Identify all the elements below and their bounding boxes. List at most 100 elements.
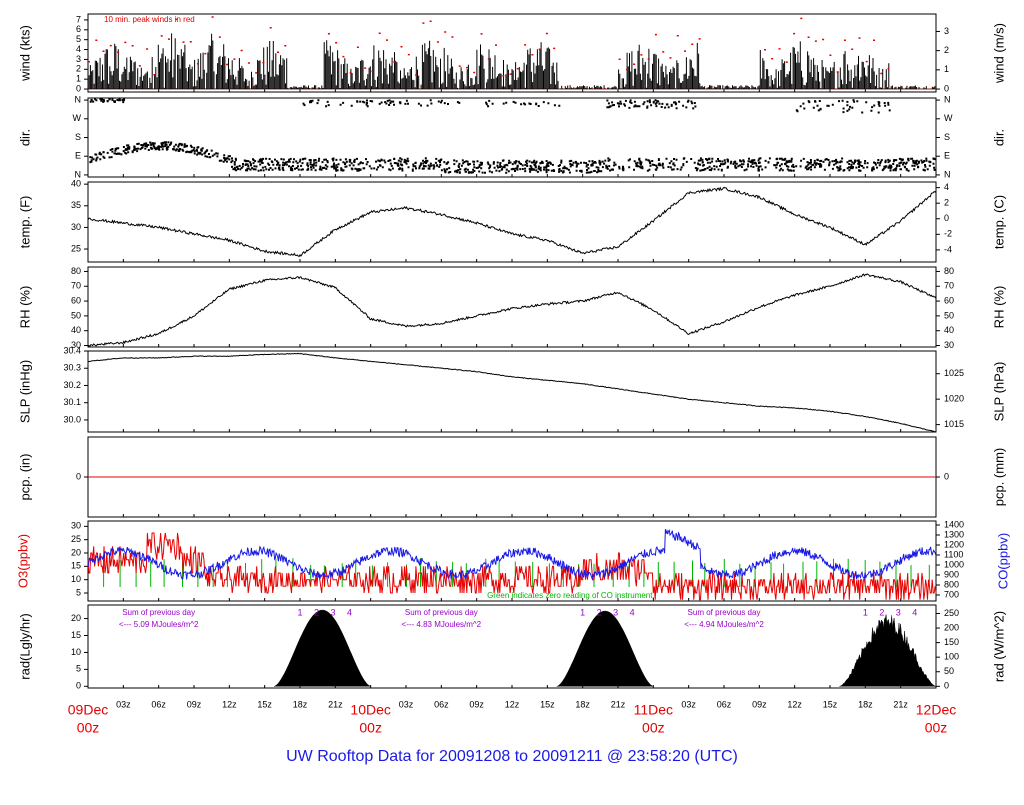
radiation-sum-value: <--- 4.94 MJoules/m^2	[684, 620, 764, 629]
rh-left-axis-label: RH (%)	[17, 286, 32, 329]
left-y-tick-label: E	[75, 151, 81, 161]
rh-right-axis-label: RH (%)	[991, 286, 1006, 329]
radiation-sum-label: Sum of previous day	[122, 608, 195, 617]
right-y-tick-label: N	[944, 94, 951, 104]
rad-left-axis-label: rad(Lgly/hr)	[17, 613, 32, 679]
left-y-tick-label: 25	[71, 243, 81, 253]
right-y-tick-label: 1000	[944, 559, 964, 569]
wind-right-axis-label: wind (m/s)	[991, 23, 1006, 84]
right-y-tick-label: 2	[944, 45, 949, 55]
dir-right-axis-label: dir.	[991, 129, 1006, 146]
right-y-tick-label: 1100	[944, 549, 963, 559]
right-y-tick-label: 50	[944, 310, 954, 320]
temp-series	[87, 186, 937, 258]
rad-panel-frame	[87, 604, 937, 689]
radiation-hour-marker: 1	[863, 607, 868, 617]
right-y-tick-label: 250	[944, 608, 959, 618]
x-hour-tick-label: 21z	[611, 699, 626, 709]
right-y-tick-label: W	[944, 113, 953, 123]
x-hour-tick-label: 03z	[681, 699, 696, 709]
radiation-day-1	[274, 609, 371, 687]
x-day-label: 11Dec	[634, 702, 673, 718]
radiation-hour-marker: 3	[896, 607, 901, 617]
right-y-tick-label: 100	[944, 652, 959, 662]
left-y-tick-label: 0	[76, 83, 81, 93]
radiation-hour-marker: 1	[580, 607, 585, 617]
slp-left-axis-label: SLP (inHg)	[17, 360, 32, 423]
right-y-tick-label: 80	[944, 266, 954, 276]
left-y-tick-label: 30	[71, 521, 81, 531]
left-y-tick-label: 30.4	[63, 345, 81, 355]
slp-series	[87, 352, 936, 433]
left-y-tick-label: 5	[76, 34, 81, 44]
o3co-panel-frame	[87, 520, 937, 602]
rad-right-axis-label: rad (W/m^2)	[991, 611, 1006, 682]
left-y-tick-label: W	[73, 113, 82, 123]
left-y-tick-label: 0	[76, 681, 81, 691]
radiation-hour-marker: 2	[879, 607, 884, 617]
right-y-tick-label: N	[944, 169, 951, 179]
right-y-tick-label: 700	[944, 589, 959, 599]
left-y-tick-label: 10	[71, 647, 81, 657]
radiation-hour-marker: 4	[630, 607, 635, 617]
slp-right-axis-label: SLP (hPa)	[991, 362, 1006, 422]
radiation-day-2	[556, 610, 654, 687]
x-hour-tick-label: 06z	[717, 699, 732, 709]
right-y-tick-label: 150	[944, 637, 959, 647]
x-day-hour-label: 00z	[925, 720, 948, 736]
left-y-tick-label: 60	[71, 295, 81, 305]
right-y-tick-label: S	[944, 132, 950, 142]
radiation-hour-marker: 4	[912, 607, 917, 617]
figure-title: UW Rooftop Data for 20091208 to 20091211…	[286, 748, 738, 765]
right-y-tick-label: 40	[944, 325, 954, 335]
right-y-tick-label: 4	[944, 182, 949, 192]
left-y-tick-label: 7	[76, 14, 81, 24]
left-y-tick-label: N	[75, 94, 82, 104]
radiation-hour-marker: 2	[597, 607, 602, 617]
radiation-day-3	[839, 614, 937, 687]
left-y-tick-label: 30.2	[63, 380, 81, 390]
right-y-tick-label: 800	[944, 579, 959, 589]
x-hour-tick-label: 06z	[434, 699, 449, 709]
right-y-tick-label: 1300	[944, 529, 964, 539]
x-hour-tick-label: 09z	[187, 699, 202, 709]
o3-axis-label: O3(ppbv)	[15, 534, 30, 588]
left-y-tick-label: 3	[76, 54, 81, 64]
x-hour-tick-label: 18z	[293, 699, 308, 709]
left-y-tick-label: 2	[76, 64, 81, 74]
right-y-tick-label: 1015	[944, 419, 964, 429]
right-y-tick-label: 1400	[944, 519, 964, 529]
radiation-hour-marker: 4	[347, 607, 352, 617]
wind-left-axis-label: wind (kts)	[17, 25, 32, 82]
left-y-tick-label: 30.3	[63, 363, 81, 373]
left-y-tick-label: 25	[71, 534, 81, 544]
radiation-sum-value: <--- 5.09 MJoules/m^2	[119, 620, 199, 629]
x-hour-tick-label: 18z	[575, 699, 590, 709]
x-hour-tick-label: 03z	[399, 699, 414, 709]
o3co-annotation: Green indicates zero reading of CO instr…	[487, 591, 655, 600]
left-y-tick-label: 5	[76, 587, 81, 597]
right-y-tick-label: 70	[944, 281, 954, 291]
right-y-tick-label: 1020	[944, 394, 964, 404]
left-y-tick-label: 30.0	[63, 414, 81, 424]
dir-left-axis-label: dir.	[17, 129, 32, 146]
left-y-tick-label: 0	[76, 471, 81, 481]
pcp-left-axis-label: pcp. (in)	[17, 454, 32, 501]
left-y-tick-label: 6	[76, 24, 81, 34]
right-y-tick-label: 2	[944, 198, 949, 208]
x-day-label: 10Dec	[350, 702, 390, 718]
left-y-tick-label: 30.1	[63, 397, 81, 407]
x-hour-tick-label: 12z	[787, 699, 802, 709]
x-hour-tick-label: 09z	[469, 699, 484, 709]
left-y-tick-label: 40	[71, 325, 81, 335]
co-axis-label: CO(ppbv)	[995, 533, 1010, 589]
radiation-hour-marker: 3	[330, 607, 335, 617]
temp-left-axis-label: temp. (F)	[17, 196, 32, 249]
wind-annotation: 10 min. peak winds in red	[104, 15, 195, 24]
left-y-tick-label: 10	[71, 574, 81, 584]
left-y-tick-label: 30	[71, 222, 81, 232]
right-y-tick-label: 30	[944, 340, 954, 350]
rh-series	[87, 273, 937, 347]
